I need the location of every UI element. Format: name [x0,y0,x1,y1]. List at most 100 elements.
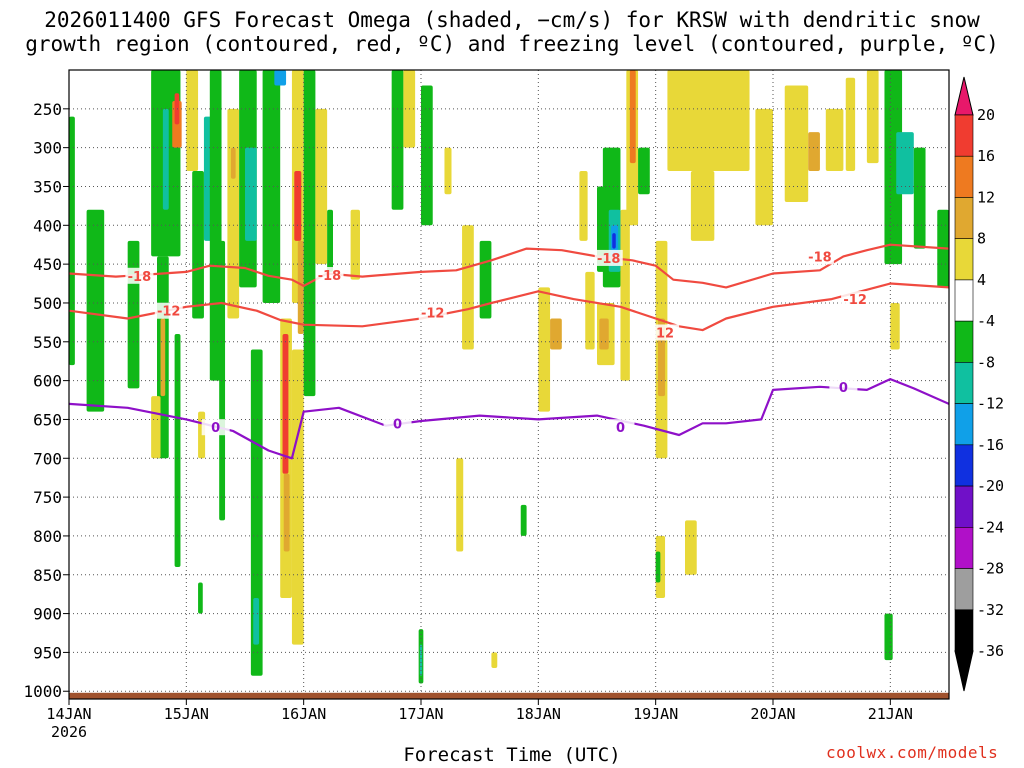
y-tick-label: 400 [33,216,62,235]
omega-patch [462,225,474,350]
omega-patch [550,318,562,350]
omega-patch [303,70,316,397]
contour-line-minus12 [69,282,949,332]
omega-patch [579,170,588,241]
omega-patch [192,170,204,319]
omega-patch [227,108,240,319]
omega-patch [866,70,879,164]
omega-patch [520,504,527,536]
omega-patch [174,334,181,567]
omega-patch [283,473,290,552]
contour-label: 0 [211,421,220,436]
y-tick-label: 650 [33,410,62,429]
colorbar-band [954,568,974,611]
omega-patch [638,147,650,195]
omega-patch [174,93,180,125]
contour-label: -12 [157,305,181,320]
colorbar: 20 16 12 8 4 -4 -8 -12 -16 -20 -24 -28 -32 -36 [954,76,1004,692]
colorbar-band [954,444,974,487]
omega-patch [262,70,281,303]
omega-patch [896,132,914,195]
contour-label-bg [125,267,154,284]
x-tick-label: 18JAN [516,705,561,723]
y-tick-label: 1000 [23,682,62,701]
omega-patch [755,108,773,226]
contour-label: -18 [128,270,152,285]
colorbar-label: -36 [977,642,1004,660]
y-tick-label: 550 [33,333,62,352]
contour-label: -12 [843,293,867,308]
omega-patch [825,108,844,171]
omega-patch [620,209,630,381]
omega-patch [219,240,226,521]
omega-patch [444,147,452,195]
colorbar-label: 12 [977,188,995,206]
contour-label-bg [315,267,344,284]
contour-label-bg [154,302,183,319]
colorbar-label: -24 [977,518,1004,536]
y-tick-label: 700 [33,449,62,468]
colorbar-band [954,609,974,652]
omega-shading-layer [69,70,949,684]
omega-patch [350,209,360,280]
omega-patch [845,77,856,171]
contour-label-bg [829,378,858,395]
omega-patch [913,147,926,249]
colorbar-bottom-triangle [954,650,974,692]
omega-patch [538,287,551,412]
y-tick-label: 450 [33,255,62,274]
omega-patch [250,349,263,676]
omega-patch [884,70,903,265]
contour-label: 12 [656,326,674,341]
omega-patch [884,613,893,661]
contour-label-bg [201,419,230,436]
plot-frame [68,69,950,700]
omega-patch [421,85,433,226]
y-tick-label: 250 [33,100,62,119]
colorbar-label: 4 [977,271,986,289]
colorbar-band [954,155,974,198]
y-tick-label: 600 [33,372,62,391]
omega-patch [655,551,661,583]
y-tick-label: 350 [33,177,62,196]
omega-patch [274,70,287,86]
colorbar-label: -12 [977,395,1004,413]
omega-patch [808,132,820,171]
omega-patch [456,458,464,552]
colorbar-band [954,114,974,157]
omega-patch [160,318,166,397]
colorbar-label: 16 [977,147,995,165]
y-tick-label: 800 [33,527,62,546]
y-tick-label: 850 [33,566,62,585]
colorbar-label: -20 [977,477,1004,495]
credit-link[interactable]: coolwx.com/models [826,743,999,762]
omega-patch [69,116,75,366]
contour-label-bg [651,324,680,341]
x-tick-label: 21JAN [868,705,913,723]
colorbar-label: -4 [977,312,995,330]
colorbar-label: -32 [977,601,1004,619]
omega-patch [491,652,498,668]
omega-patch [282,334,289,474]
contour-label: 0 [839,381,848,396]
contour-label: -18 [808,250,832,265]
colorbar-band [954,527,974,569]
omega-patch [629,70,636,164]
colorbar-band [954,485,974,528]
x-tick-sublabel-year: 2026 [51,723,87,741]
chart-title-line-2: growth region (contoured, red, ºC) and f… [25,32,999,56]
contour-label-bg [841,291,870,308]
omega-patch [253,598,260,645]
y-tick-label: 750 [33,488,62,507]
contour-label: -18 [318,269,342,284]
colorbar-label: 20 [977,106,995,124]
x-tick-label: 14JAN [46,705,91,723]
contour-label: -18 [597,252,621,267]
chart-title-line-1: 2026011400 GFS Forecast Omega (shaded, −… [44,8,980,32]
omega-patch [612,233,616,249]
contour-label-bg [594,249,623,266]
colorbar-label: -8 [977,353,995,371]
omega-patch [198,582,203,614]
x-axis-title: Forecast Time (UTC) [403,744,621,766]
